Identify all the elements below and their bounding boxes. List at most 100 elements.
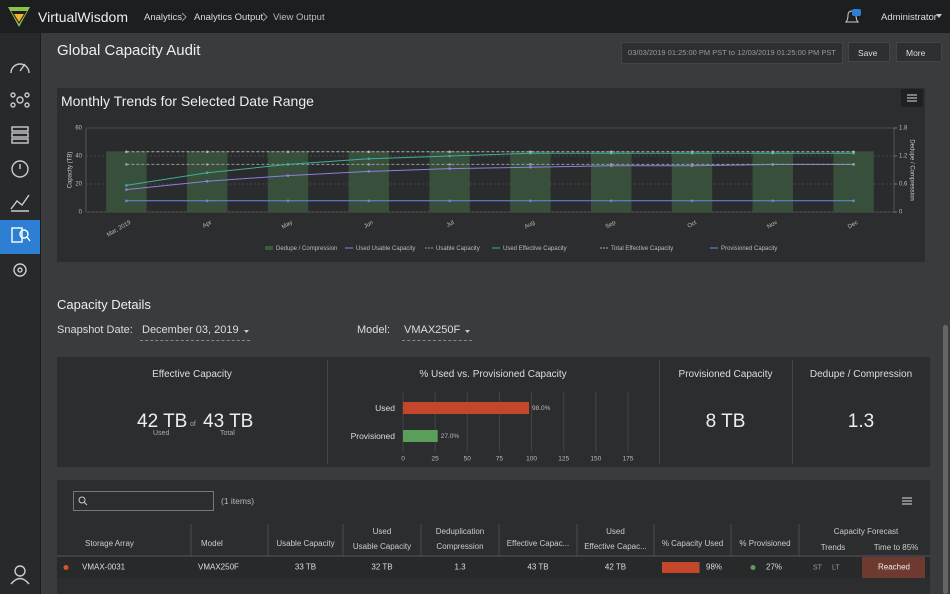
dedupe-bar <box>591 151 632 212</box>
snapshot-select[interactable]: December 03, 2019 <box>140 324 250 341</box>
card-title: Effective Capacity <box>152 369 232 380</box>
snapshot-label: Snapshot Date: <box>57 324 133 336</box>
caret <box>244 330 249 333</box>
cell: 27% <box>766 563 782 572</box>
series-point <box>286 150 290 154</box>
total-value: 43 TB <box>203 411 254 432</box>
x-tick-label: 150 <box>590 456 601 463</box>
column-header: Usable Capacity <box>276 539 334 548</box>
x-tick-label: Jul <box>446 220 456 229</box>
table-menu[interactable] <box>902 497 912 505</box>
search-box[interactable] <box>73 491 214 511</box>
column-header: Storage Array <box>85 539 134 548</box>
search-icon <box>78 496 88 506</box>
dedupe-bar <box>510 151 551 212</box>
dedupe-bar <box>106 151 147 212</box>
category-label: Used <box>375 403 395 413</box>
breadcrumb[interactable]: Analytics Output <box>194 12 264 23</box>
x-tick-label: Aug <box>524 220 536 231</box>
total-caption: Total <box>220 430 235 437</box>
breadcrumb: View Output <box>273 12 325 23</box>
series-point <box>690 163 694 166</box>
y2-tick-label: 1.2 <box>899 154 908 160</box>
series-point <box>286 199 290 203</box>
column-header: Capacity Forecast <box>834 527 899 536</box>
divider <box>659 360 660 464</box>
model-label: Model: <box>357 324 391 336</box>
brand: VirtualWisdom <box>38 9 128 25</box>
used-value: 42 TB <box>137 411 188 432</box>
model-select[interactable]: VMAX250F <box>402 324 472 341</box>
save-button[interactable]: Save <box>848 42 890 62</box>
dedupe-bar <box>429 151 470 212</box>
column-header: Deduplication <box>436 527 484 536</box>
column-header: Compression <box>436 542 483 551</box>
category-label: Provisioned <box>351 431 396 441</box>
table-row-bg <box>57 557 930 578</box>
value-label: 27.0% <box>441 433 460 440</box>
column-header: Usable Capacity <box>353 542 411 551</box>
scrollbar[interactable] <box>943 325 948 594</box>
notifications[interactable] <box>843 8 863 26</box>
cell: 98% <box>706 563 722 572</box>
y-axis-label: Capacity (TB) <box>68 152 74 189</box>
more-button[interactable]: More <box>896 42 942 62</box>
reached-cell <box>862 557 925 578</box>
user-menu[interactable]: Administrator <box>881 12 937 23</box>
y2-tick-label: 0 <box>899 210 903 216</box>
legend-label: Dedupe / Compression <box>276 246 337 252</box>
series-point <box>852 150 855 154</box>
column-header: Trends <box>821 543 846 552</box>
y2-axis-label: Dedupe / Compression <box>908 139 914 200</box>
column-header: Model <box>201 539 223 548</box>
dedupe-bar <box>348 151 389 212</box>
series-point <box>125 188 128 191</box>
series-point <box>609 150 613 154</box>
legend-label: Used Effective Capacity <box>503 246 567 252</box>
series-point <box>367 170 371 173</box>
card-title: % Used vs. Provisioned Capacity <box>419 369 567 380</box>
legend-swatch <box>265 246 273 250</box>
series-line <box>126 152 854 186</box>
top-bar <box>0 0 950 33</box>
sidebar-active[interactable] <box>0 220 40 254</box>
logo <box>8 7 30 27</box>
series-point <box>205 179 209 183</box>
of-text: of <box>190 421 196 428</box>
usage-bar <box>662 562 700 573</box>
divider <box>792 360 793 464</box>
x-tick-label: 75 <box>496 456 504 463</box>
series-point <box>771 163 775 166</box>
divider <box>327 360 328 464</box>
trend: ST <box>813 564 823 571</box>
x-tick-label: Nov <box>766 220 778 231</box>
series-point <box>286 174 290 177</box>
dedupe-value: 1.3 <box>847 411 875 432</box>
series-point <box>448 199 451 203</box>
column-header: Used <box>606 527 625 536</box>
series-point <box>286 163 290 166</box>
cell: 33 TB <box>295 563 316 572</box>
x-tick-label: Mar, 2019 <box>106 220 133 239</box>
series-point <box>852 199 855 203</box>
breadcrumb[interactable]: Analytics <box>144 12 183 23</box>
series-point <box>205 199 209 203</box>
y-tick-label: 40 <box>75 154 82 160</box>
x-tick-label: 50 <box>464 456 472 463</box>
series-point <box>852 163 855 166</box>
column-header: Time to 85% <box>874 543 919 552</box>
series-point <box>529 150 532 154</box>
caret <box>465 330 470 333</box>
series-point <box>367 150 371 154</box>
x-tick-label: 175 <box>623 456 634 463</box>
provisioned-dot <box>750 565 756 570</box>
x-tick-label: Oct <box>687 220 698 230</box>
status-dot <box>63 565 69 570</box>
date-range[interactable]: 03/03/2019 01:25:00 PM PST to 12/03/2019… <box>621 42 843 64</box>
series-point <box>448 150 451 154</box>
series-point <box>448 154 451 158</box>
trend: LT <box>832 564 840 571</box>
column-header: Effective Capac... <box>584 542 647 551</box>
